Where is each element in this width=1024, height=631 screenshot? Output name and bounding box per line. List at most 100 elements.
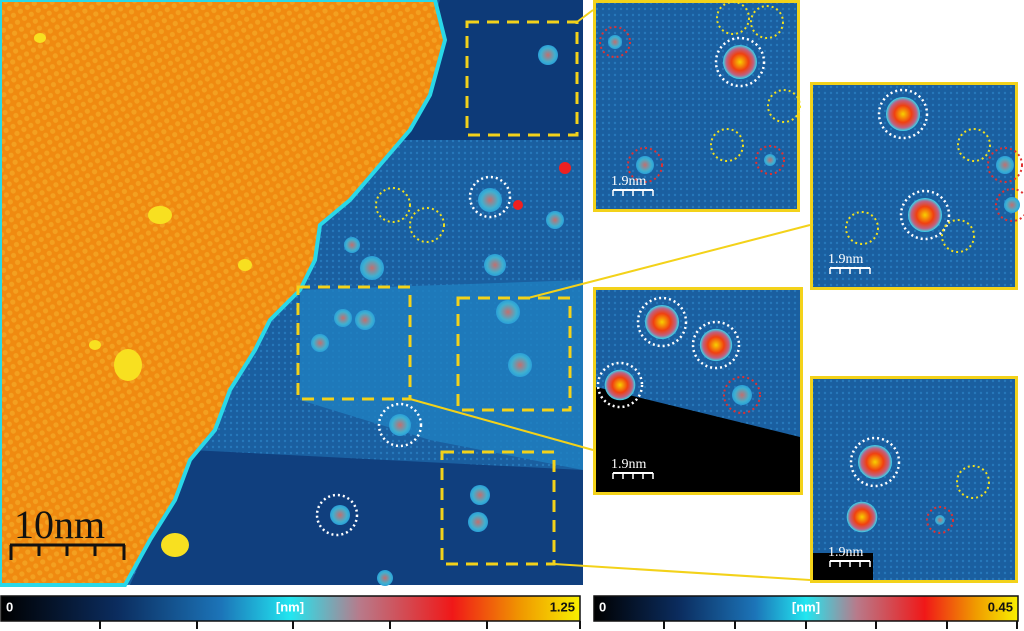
marker-circle <box>987 147 1023 183</box>
connectors <box>409 9 811 581</box>
circle-shape <box>360 256 384 280</box>
adsorbate <box>846 501 878 533</box>
circle-shape <box>559 162 571 174</box>
adsorbate <box>858 445 892 479</box>
circle-shape <box>375 187 411 223</box>
circle-shape <box>468 512 488 532</box>
adsorbate <box>886 97 920 131</box>
circle-shape <box>344 237 360 253</box>
circle-shape <box>315 493 359 537</box>
rect-shape <box>0 595 581 622</box>
adsorbate <box>636 156 654 174</box>
rect-shape <box>296 285 412 401</box>
marker-circle <box>877 88 929 140</box>
circle-shape <box>484 254 506 276</box>
colorbar-max: 1.25 <box>550 599 575 614</box>
main-scale-bar: 10nm <box>14 502 105 547</box>
inset-scale-bar: 1.9nm <box>828 545 864 560</box>
inset: 1.9nm <box>593 0 801 212</box>
rect-shape <box>456 296 572 412</box>
rect-shape <box>440 450 556 566</box>
inset: 1.9nm <box>810 82 1024 290</box>
rect-shape <box>593 595 1019 622</box>
ellipse-shape <box>114 349 142 381</box>
marker-circle <box>845 211 879 245</box>
insets: 1.9nm 1.9nm 1.9nm 1.9nm <box>593 0 1024 583</box>
inset-scale-bar: 1.9nm <box>611 174 647 189</box>
circle-shape <box>496 300 520 324</box>
adsorbate <box>1004 197 1020 213</box>
line-shape <box>553 563 811 581</box>
colorbar-unit: [nm] <box>792 599 820 614</box>
g-shape <box>311 45 564 586</box>
marker-circle <box>755 145 785 175</box>
circle-shape <box>513 200 523 210</box>
circle-shape <box>538 45 558 65</box>
circle-shape <box>546 211 564 229</box>
g-shape <box>9 543 126 560</box>
circle-shape <box>508 353 532 377</box>
dark-region <box>813 553 873 580</box>
circle-shape <box>468 175 512 219</box>
dark-region <box>596 387 800 492</box>
circle-shape <box>389 414 411 436</box>
inset: 1.9nm <box>593 287 803 495</box>
adsorbate <box>723 45 757 79</box>
marker-circle <box>750 5 784 39</box>
circle-shape <box>470 485 490 505</box>
line-shape <box>576 9 594 23</box>
marker-circle <box>957 128 991 162</box>
colorbars: 0 [nm] 1.25 0 [nm] 0.45 <box>0 595 1019 629</box>
rect-shape <box>465 20 579 137</box>
g-shape <box>296 20 579 566</box>
ellipse-shape <box>238 259 252 271</box>
colorbar-unit: [nm] <box>276 599 304 614</box>
adsorbate <box>996 156 1014 174</box>
marker-circle <box>767 89 801 123</box>
colorbar-min: 0 <box>599 599 606 614</box>
circle-shape <box>311 334 329 352</box>
inset-scale-bar: 1.9nm <box>828 252 864 267</box>
marker-circle <box>599 26 631 58</box>
g-shape <box>99 621 1018 629</box>
marker-circle <box>716 1 750 35</box>
marker-circle <box>691 320 741 370</box>
circle-shape <box>377 570 393 586</box>
g-shape <box>315 175 512 537</box>
adsorbate <box>732 385 752 405</box>
ellipse-shape <box>161 533 189 557</box>
g-shape <box>34 33 252 557</box>
line-shape <box>527 224 811 299</box>
adsorbate <box>908 198 942 232</box>
g-shape <box>375 187 445 243</box>
marker-circle <box>941 219 975 253</box>
circle-shape <box>330 505 350 525</box>
ellipse-shape <box>34 33 46 43</box>
inset-frame <box>810 376 1018 583</box>
adsorbate <box>764 154 776 166</box>
line-shape <box>409 398 594 451</box>
circle-shape <box>334 309 352 327</box>
circle-shape <box>377 402 423 448</box>
adsorbate <box>699 328 733 362</box>
marker-circle <box>596 361 644 409</box>
marker-circle <box>956 465 990 499</box>
marker-circle <box>627 147 663 183</box>
marker-circle <box>723 376 761 414</box>
adsorbate <box>935 515 945 525</box>
marker-circle <box>714 36 766 88</box>
inset-scale-bar: 1.9nm <box>611 457 647 472</box>
marker-circle <box>849 436 901 488</box>
colorbar-max: 0.45 <box>988 599 1013 614</box>
circle-shape <box>409 207 445 243</box>
adsorbate <box>608 35 622 49</box>
polygon-shape <box>130 450 583 585</box>
polygon-shape <box>0 0 448 587</box>
circle-shape <box>478 188 502 212</box>
circle-shape <box>355 310 375 330</box>
inset-frame <box>593 0 800 212</box>
adsorbate <box>604 369 636 401</box>
colorbar-min: 0 <box>6 599 13 614</box>
